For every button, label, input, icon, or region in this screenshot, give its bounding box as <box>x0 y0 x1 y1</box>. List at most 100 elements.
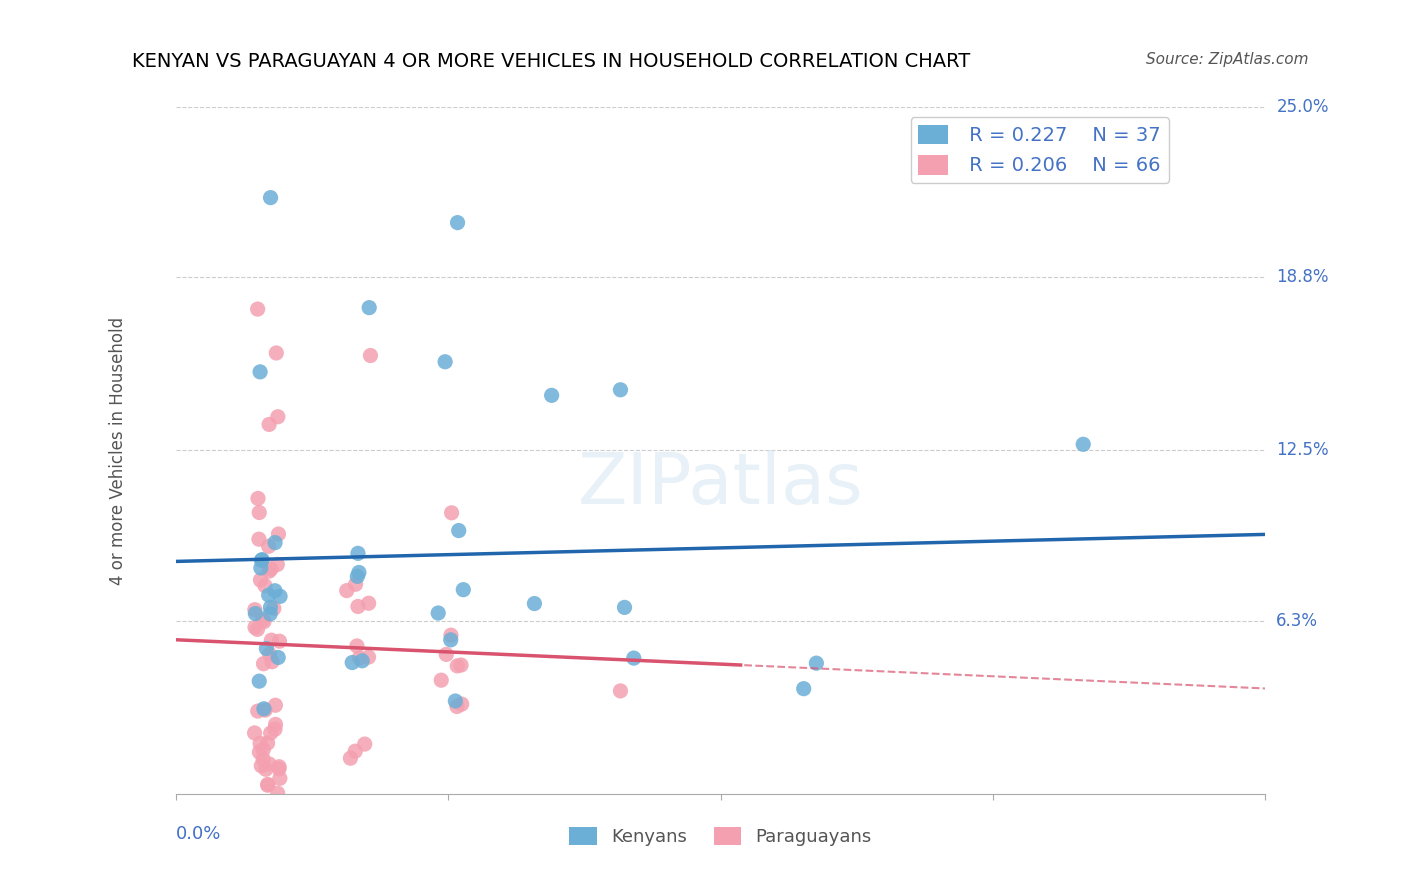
Point <box>246 623 269 637</box>
Point <box>430 673 453 688</box>
Point <box>336 583 359 598</box>
Point <box>243 603 266 617</box>
Point <box>264 583 287 598</box>
Point <box>252 752 274 766</box>
Point <box>243 620 266 634</box>
Point <box>346 639 368 653</box>
Point <box>344 744 367 758</box>
Point <box>253 702 276 716</box>
Point <box>349 651 371 665</box>
Point <box>245 607 267 621</box>
Text: 25.0%: 25.0% <box>1277 98 1329 116</box>
Text: 12.5%: 12.5% <box>1277 442 1329 459</box>
Point <box>352 654 374 668</box>
Point <box>347 599 370 614</box>
Point <box>347 546 370 560</box>
Point <box>266 558 288 572</box>
Point <box>257 757 280 772</box>
Point <box>259 648 281 662</box>
Text: 6.3%: 6.3% <box>1277 612 1319 630</box>
Point <box>243 726 266 740</box>
Point <box>256 777 278 791</box>
Point <box>434 355 457 369</box>
Point <box>453 582 475 597</box>
Point <box>623 651 645 665</box>
Point <box>357 650 380 665</box>
Point <box>609 684 631 698</box>
Point <box>260 633 283 648</box>
Point <box>256 778 278 792</box>
Point <box>247 491 270 506</box>
Point <box>264 717 287 731</box>
Point <box>249 736 271 750</box>
Point <box>257 417 280 432</box>
Point <box>263 601 285 615</box>
Point <box>444 694 467 708</box>
Point <box>256 736 278 750</box>
Point <box>269 760 291 774</box>
Point <box>247 532 270 546</box>
Point <box>359 301 381 315</box>
Point <box>247 506 270 520</box>
Point <box>257 588 280 602</box>
Text: KENYAN VS PARAGUAYAN 4 OR MORE VEHICLES IN HOUSEHOLD CORRELATION CHART: KENYAN VS PARAGUAYAN 4 OR MORE VEHICLES … <box>132 52 970 71</box>
Point <box>359 349 381 363</box>
Point <box>247 745 270 759</box>
Point <box>269 590 291 604</box>
Point <box>523 597 546 611</box>
Text: 4 or more Vehicles in Household: 4 or more Vehicles in Household <box>108 317 127 584</box>
Point <box>269 772 291 786</box>
Point <box>259 607 281 621</box>
Point <box>249 573 271 587</box>
Point <box>450 697 472 711</box>
Point <box>446 699 468 714</box>
Point <box>267 409 290 424</box>
Point <box>266 346 288 360</box>
Point <box>264 698 287 713</box>
Point <box>540 388 562 402</box>
Point <box>250 561 273 575</box>
Text: Source: ZipAtlas.com: Source: ZipAtlas.com <box>1146 52 1309 67</box>
Point <box>446 659 468 673</box>
Point <box>267 527 290 541</box>
Point <box>434 648 457 662</box>
Point <box>262 655 284 669</box>
Point <box>259 600 281 615</box>
Point <box>259 726 281 740</box>
Point <box>267 650 290 665</box>
Point <box>246 704 269 718</box>
Point <box>253 615 276 629</box>
Point <box>357 596 380 610</box>
Point <box>1071 437 1094 451</box>
Point <box>257 564 280 578</box>
Point <box>269 634 291 648</box>
Point <box>613 600 636 615</box>
Text: 18.8%: 18.8% <box>1277 268 1329 286</box>
Point <box>806 656 828 670</box>
Point <box>247 674 270 689</box>
Point <box>440 506 463 520</box>
Point <box>254 762 277 776</box>
Legend: Kenyans, Paraguayans: Kenyans, Paraguayans <box>562 820 879 854</box>
Point <box>342 656 364 670</box>
Point <box>252 743 274 757</box>
Point <box>793 681 815 696</box>
Point <box>246 302 269 317</box>
Point <box>353 737 375 751</box>
Point <box>254 641 277 656</box>
Point <box>446 216 468 230</box>
Point <box>252 657 274 671</box>
Point <box>249 365 271 379</box>
Point <box>440 632 463 647</box>
Point <box>344 577 367 591</box>
Point <box>250 553 273 567</box>
Point <box>257 539 280 553</box>
Text: 0.0%: 0.0% <box>176 825 221 843</box>
Point <box>253 579 276 593</box>
Point <box>347 566 370 580</box>
Point <box>346 569 368 583</box>
Point <box>254 703 277 717</box>
Point <box>427 606 450 620</box>
Point <box>260 562 283 576</box>
Point <box>259 191 281 205</box>
